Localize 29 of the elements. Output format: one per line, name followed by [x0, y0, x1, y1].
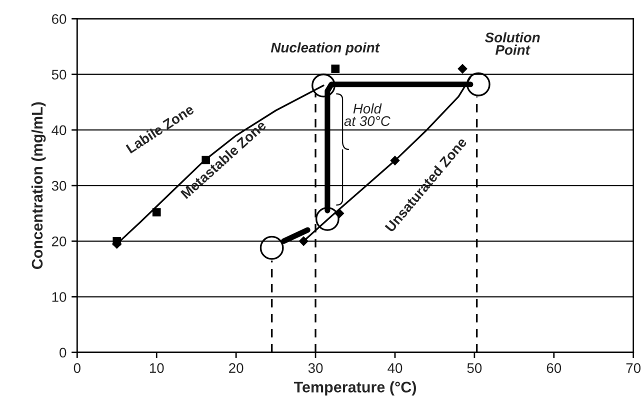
y-tick-label: 50 — [52, 70, 66, 80]
point — [312, 74, 336, 98]
x-tick-label: 40 — [388, 363, 402, 373]
point — [152, 208, 161, 216]
x-tick-label: 0 — [74, 363, 80, 373]
point — [298, 236, 308, 246]
point — [458, 64, 468, 74]
x-tick-label: 50 — [467, 363, 482, 373]
annotation: Solution Point — [484, 32, 540, 55]
y-tick-label: 40 — [52, 125, 66, 136]
point — [260, 236, 284, 260]
x-tick-label: 30 — [308, 363, 323, 373]
y-tick-label: 0 — [60, 348, 66, 358]
annotation: Hold at 30°C — [344, 103, 390, 126]
annotation: Nucleation point — [270, 42, 380, 56]
y-tick-label: 20 — [52, 236, 66, 246]
y-tick-label: 30 — [52, 180, 66, 191]
y-axis-title: Concentration (mg/mL) — [31, 102, 46, 269]
x-axis-title: Temperature (°C) — [294, 381, 416, 396]
point — [331, 64, 340, 73]
y-tick-label: 10 — [52, 292, 66, 302]
point — [390, 156, 400, 166]
y-tick-label: 60 — [52, 14, 66, 24]
point — [316, 206, 340, 231]
x-tick-label: 70 — [626, 363, 641, 373]
x-tick-label: 10 — [150, 363, 164, 373]
point — [466, 72, 490, 96]
x-tick-label: 20 — [229, 363, 244, 373]
x-tick-label: 60 — [546, 363, 562, 373]
